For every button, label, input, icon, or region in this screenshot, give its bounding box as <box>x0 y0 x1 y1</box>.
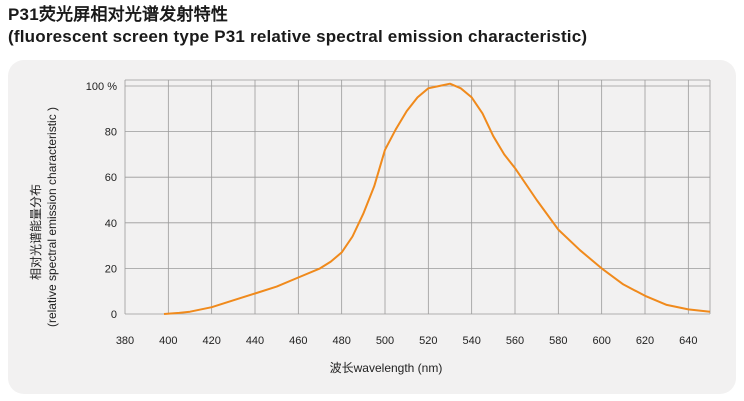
x-tick-label: 500 <box>376 335 394 347</box>
x-tick-label: 380 <box>116 335 134 347</box>
chart-panel <box>8 60 736 394</box>
x-tick-label: 540 <box>462 335 480 347</box>
x-tick-label: 460 <box>289 335 307 347</box>
y-tick-labels: 0 20 40 60 80 100 % <box>86 81 117 321</box>
x-tick-label: 600 <box>592 335 610 347</box>
y-tick-label: 20 <box>105 263 117 275</box>
y-tick-label: 0 <box>111 309 117 321</box>
x-tick-label: 640 <box>679 335 697 347</box>
x-tick-labels: 380 400 420 440 460 480 500 520 540 560 580 600 620 6… <box>116 335 698 347</box>
chart-subtitle: (fluorescent screen type P31 relative sp… <box>8 27 588 46</box>
x-tick-label: 440 <box>246 335 264 347</box>
x-tick-label: 580 <box>549 335 567 347</box>
x-axis-label: 波长wavelength (nm) <box>330 361 443 375</box>
x-tick-label: 560 <box>506 335 524 347</box>
y-tick-label: 100 % <box>86 81 117 93</box>
y-axis-label-en: (relative spectral emission characterist… <box>45 107 59 327</box>
series-line <box>163 82 711 315</box>
y-tick-label: 60 <box>105 172 117 184</box>
chart-title: P31荧光屏相对光谱发射特性 <box>8 5 229 24</box>
y-tick-label: 40 <box>105 218 117 230</box>
y-tick-label: 80 <box>105 127 117 139</box>
x-tick-label: 420 <box>202 335 220 347</box>
x-tick-label: 520 <box>419 335 437 347</box>
curve-layer <box>163 82 711 315</box>
grid-lines <box>124 79 711 315</box>
x-tick-label: 620 <box>636 335 654 347</box>
y-axis-label-cn: 相对光谱能量分布 <box>29 184 43 280</box>
x-tick-label: 480 <box>332 335 350 347</box>
x-tick-label: 400 <box>159 335 177 347</box>
title-block: P31荧光屏相对光谱发射特性 (fluorescent screen type … <box>8 4 587 48</box>
